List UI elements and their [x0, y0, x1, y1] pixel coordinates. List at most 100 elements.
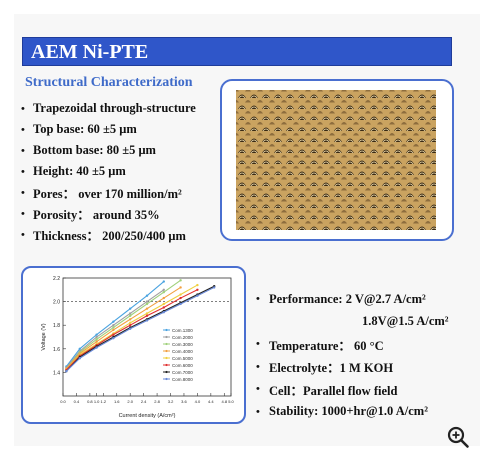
- bullet-item: • Electrolyte：1 M KOH: [256, 360, 394, 376]
- series-point: [162, 306, 165, 309]
- series-point: [65, 370, 68, 373]
- series-point: [129, 312, 132, 315]
- legend-label: Com.8000: [172, 377, 193, 382]
- series-point: [162, 311, 165, 314]
- bullet-dot-icon: •: [256, 293, 260, 306]
- polarization-chart: 1.4 1.6 1.8 2.0 2.2 0.0 0.4 0.8 1.0 1.2 1.6 2.0 2.4…: [41, 276, 235, 419]
- microscope-image-frame: [220, 79, 454, 241]
- series-point: [112, 324, 115, 327]
- series-point: [112, 320, 115, 323]
- y-tick-label: 2.0: [53, 300, 60, 306]
- legend-marker: [165, 342, 168, 346]
- y-tick-label: 1.8: [53, 323, 60, 329]
- series-point: [129, 321, 132, 325]
- legend-label: Com.6000: [172, 363, 193, 368]
- x-tick-label: 1.0: [94, 399, 100, 404]
- series-point: [112, 336, 115, 340]
- bullet-item: • Top base: 60 ±5 μm: [21, 122, 137, 136]
- series-point: [179, 279, 182, 282]
- zoom-in-icon[interactable]: [446, 425, 470, 449]
- series-point: [145, 319, 149, 322]
- series-point: [196, 288, 199, 291]
- bullet-item-continued: 1.8V@1.5 A/cm²: [362, 314, 449, 329]
- legend-label: Com.1300: [172, 328, 193, 333]
- legend-marker: [165, 356, 168, 360]
- series-point: [145, 307, 149, 310]
- series-point: [162, 280, 165, 283]
- legend-label: Com.2000: [172, 335, 193, 340]
- x-tick-label: 0.8: [87, 399, 93, 404]
- series-point: [179, 286, 182, 289]
- legend-label: Com.3000: [172, 342, 193, 347]
- x-tick-label: 2.0: [127, 399, 133, 404]
- series-point: [78, 347, 81, 350]
- microscope-image: [236, 90, 436, 230]
- series-point: [112, 328, 115, 332]
- series-point: [145, 314, 149, 317]
- pore-pattern: [236, 90, 436, 230]
- y-tick-label: 1.6: [53, 347, 60, 353]
- series-point: [129, 324, 132, 327]
- bullet-item: • Pores： over 170 million/m²: [21, 186, 182, 202]
- series-point: [162, 296, 165, 300]
- x-tick-label: 4.4: [208, 399, 214, 404]
- bullet-dot-icon: •: [256, 383, 260, 396]
- title-bar: AEM Ni-PTE: [22, 37, 452, 66]
- x-tick-label: 2.4: [141, 399, 147, 404]
- bullet-item: • Stability: 1000+hr@1.0 A/cm²: [256, 404, 428, 419]
- series-point: [196, 294, 199, 297]
- plot-area: [62, 277, 232, 397]
- series-point: [129, 314, 132, 317]
- legend-label: Com.4000: [172, 349, 193, 354]
- chart-legend: Com.1300 Com.2000 Com.3000 Com.4000 Com.5000…: [163, 328, 193, 382]
- bullet-item: • Porosity： around 35%: [21, 207, 160, 223]
- x-tick-label: 2.8: [154, 399, 160, 404]
- bullet-dot-icon: •: [21, 123, 25, 136]
- section-subtitle: Structural Characterization: [25, 75, 193, 90]
- series-point: [112, 333, 115, 336]
- series-point: [129, 307, 132, 310]
- series-point: [162, 288, 165, 291]
- bullet-item: • Thickness： 200/250/400 μm: [21, 228, 186, 244]
- series-line: [65, 285, 215, 372]
- x-tick-label: 1.2: [101, 399, 107, 404]
- x-tick-label: 4.0: [195, 399, 201, 404]
- structure-bullet-list: • Trapezoidal through-structure • Top base…: [21, 98, 231, 245]
- series-point: [95, 338, 98, 341]
- x-axis-label: Current density (A/cm²): [119, 413, 176, 419]
- series-lines: [65, 279, 216, 373]
- series-point: [95, 335, 98, 339]
- x-tick-label: 1.6: [114, 399, 120, 404]
- x-axis-ticks: 0.0 0.4 0.8 1.0 1.2 1.6 2.0 2.4 2.8 3.2 3.6 4.0 4.4 4…: [60, 393, 235, 404]
- series-point: [179, 302, 182, 306]
- series-point: [129, 318, 132, 321]
- series-point: [112, 326, 115, 329]
- x-tick-label: 0.4: [74, 399, 80, 404]
- bullet-dot-icon: •: [21, 207, 25, 220]
- series-line: [65, 286, 181, 370]
- slide-title: AEM Ni-PTE: [31, 41, 149, 63]
- series-line: [65, 279, 181, 370]
- series-point: [95, 340, 98, 343]
- bullet-item: • Bottom base: 80 ±5 μm: [21, 143, 156, 157]
- y-axis-ticks: 1.4 1.6 1.8 2.0 2.2: [53, 276, 66, 376]
- series-point: [196, 283, 199, 287]
- legend-label: Com.7000: [172, 370, 193, 375]
- series-point: [95, 346, 98, 349]
- bullet-dot-icon: •: [256, 360, 260, 373]
- bullet-dot-icon: •: [21, 186, 25, 199]
- x-tick-label: 4.8: [221, 399, 227, 404]
- series-point: [95, 333, 98, 336]
- polarization-chart-frame: 1.4 1.6 1.8 2.0 2.2 0.0 0.4 0.8 1.0 1.2 1.6 2.0 2.4…: [21, 266, 246, 424]
- series-point: [145, 294, 149, 297]
- legend-label: Com.5000: [172, 356, 193, 361]
- legend-marker: [165, 370, 168, 374]
- series-point: [179, 296, 182, 300]
- bullet-dot-icon: •: [256, 338, 260, 351]
- series-point: [145, 302, 149, 306]
- legend-marker: [165, 377, 168, 381]
- bullet-item: • Trapezoidal through-structure: [21, 101, 196, 115]
- x-tick-label: 5.0: [228, 399, 234, 404]
- bullet-dot-icon: •: [256, 405, 260, 418]
- bullet-item: • Performance: 2 V@2.7 A/cm²: [256, 291, 426, 306]
